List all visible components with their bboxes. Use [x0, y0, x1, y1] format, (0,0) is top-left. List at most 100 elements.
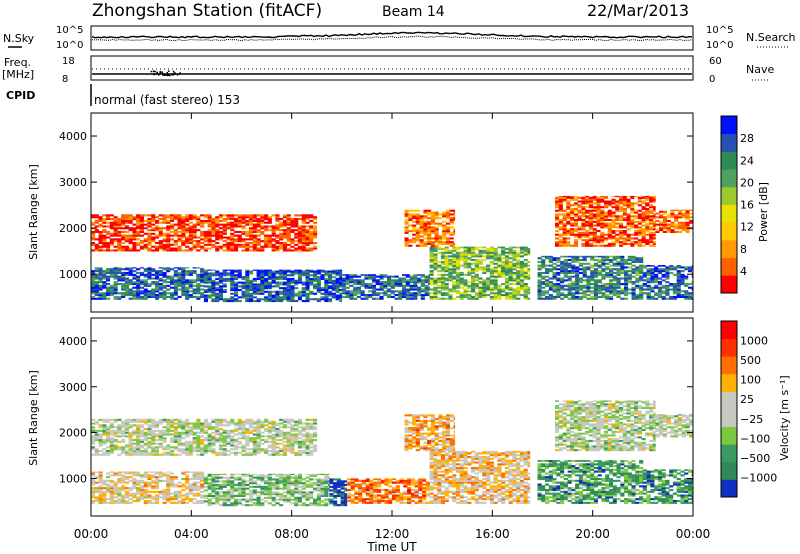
heatmap-cell: [143, 232, 148, 235]
heatmap-cell: [360, 283, 365, 286]
heatmap-cell: [132, 496, 137, 499]
heatmap-cell: [402, 284, 407, 287]
heatmap-cell: [661, 284, 666, 287]
heatmap-cell: [260, 480, 265, 483]
heatmap-cell: [493, 279, 498, 282]
heatmap-cell: [282, 230, 287, 233]
heatmap-cell: [555, 226, 560, 229]
heatmap-cell: [113, 232, 118, 235]
heatmap-cell: [139, 494, 144, 497]
heatmap-cell: [158, 243, 163, 246]
heatmap-cell: [445, 226, 450, 229]
heatmap-cell: [113, 288, 118, 291]
heatmap-cell: [555, 198, 560, 201]
heatmap-cell: [677, 209, 682, 211]
heatmap-cell: [537, 260, 542, 263]
heatmap-cell: [207, 296, 212, 299]
heatmap-cell: [437, 281, 442, 284]
heatmap-cell: [222, 491, 227, 494]
heatmap-cell: [207, 287, 212, 290]
heatmap-cell: [409, 284, 414, 287]
heatmap-cell: [575, 292, 580, 295]
heatmap-cell: [508, 253, 513, 256]
heatmap-cell: [661, 270, 666, 273]
heatmap-cell: [527, 253, 531, 256]
heatmap-cell: [109, 238, 114, 241]
heatmap-cell: [590, 290, 595, 293]
heatmap-cell: [360, 274, 365, 276]
heatmap-cell: [453, 228, 456, 231]
heatmap-cell: [478, 286, 483, 289]
heatmap-cell: [423, 237, 428, 240]
heatmap-cell: [620, 290, 625, 293]
heatmap-cell: [109, 243, 114, 246]
heatmap-cell: [609, 273, 614, 276]
heatmap-cell: [139, 485, 144, 488]
heatmap-cell: [471, 259, 476, 262]
freq-speck: [158, 73, 160, 75]
heatmap-cell: [117, 249, 122, 252]
heatmap-cell: [630, 218, 635, 221]
heatmap-cell: [624, 262, 629, 265]
heatmap-cell: [674, 216, 679, 219]
heatmap-cell: [501, 283, 506, 286]
heatmap-cell: [155, 284, 160, 287]
heatmap-cell: [586, 275, 591, 278]
heatmap-cell: [91, 490, 96, 493]
heatmap-cell: [590, 259, 595, 262]
heatmap-cell: [252, 242, 257, 245]
heatmap-cell: [155, 219, 160, 222]
heatmap-cell: [252, 277, 257, 280]
heatmap-cell: [124, 496, 129, 499]
heatmap-cell: [394, 279, 399, 282]
heatmap-cell: [170, 249, 175, 252]
heatmap-cell: [166, 474, 171, 477]
heatmap-cell: [117, 490, 122, 493]
heatmap-cell: [508, 283, 513, 286]
heatmap-cell: [158, 232, 163, 235]
heatmap-cell: [256, 243, 261, 246]
heatmap-cell: [301, 289, 306, 292]
heatmap-cell: [230, 504, 235, 507]
heatmap-cell: [501, 266, 506, 269]
heatmap-cell: [245, 296, 250, 299]
heatmap-cell: [121, 481, 126, 484]
heatmap-cell: [669, 283, 674, 286]
heatmap-cell: [353, 297, 358, 300]
heatmap-cell: [275, 245, 280, 248]
heatmap-cell: [478, 277, 483, 280]
heatmap-cell: [622, 196, 627, 199]
heatmap-cell: [575, 279, 580, 282]
heatmap-cell: [309, 485, 314, 488]
heatmap-cell: [616, 270, 621, 273]
heatmap-cell: [684, 294, 689, 297]
heatmap-cell: [128, 297, 133, 300]
heatmap-cell: [94, 487, 99, 490]
heatmap-cell: [489, 279, 494, 282]
heatmap-cell: [438, 239, 443, 242]
heatmap-cell: [570, 218, 575, 221]
heatmap-cell: [305, 476, 310, 479]
heatmap-cell: [592, 228, 597, 231]
heatmap-cell: [582, 286, 587, 289]
heatmap-cell: [117, 227, 122, 230]
heatmap-cell: [106, 294, 111, 297]
heatmap-cell: [560, 294, 565, 297]
heatmap-cell: [423, 244, 428, 247]
heatmap-cell: [423, 222, 428, 225]
heatmap-cell: [463, 259, 468, 262]
heatmap-cell: [185, 478, 190, 481]
heatmap-cell: [98, 267, 103, 269]
heatmap-cell: [371, 297, 376, 300]
heatmap-cell: [211, 491, 216, 494]
heatmap-cell: [245, 243, 250, 246]
heatmap-cell: [132, 243, 137, 246]
heatmap-cell: [124, 230, 129, 233]
heatmap-cell: [124, 277, 129, 280]
heatmap-cell: [282, 242, 287, 245]
heatmap-cell: [106, 247, 111, 250]
heatmap-cell: [162, 496, 167, 499]
heatmap-cell: [264, 240, 269, 243]
heatmap-cell: [448, 271, 453, 274]
heatmap-cell: [356, 295, 361, 298]
